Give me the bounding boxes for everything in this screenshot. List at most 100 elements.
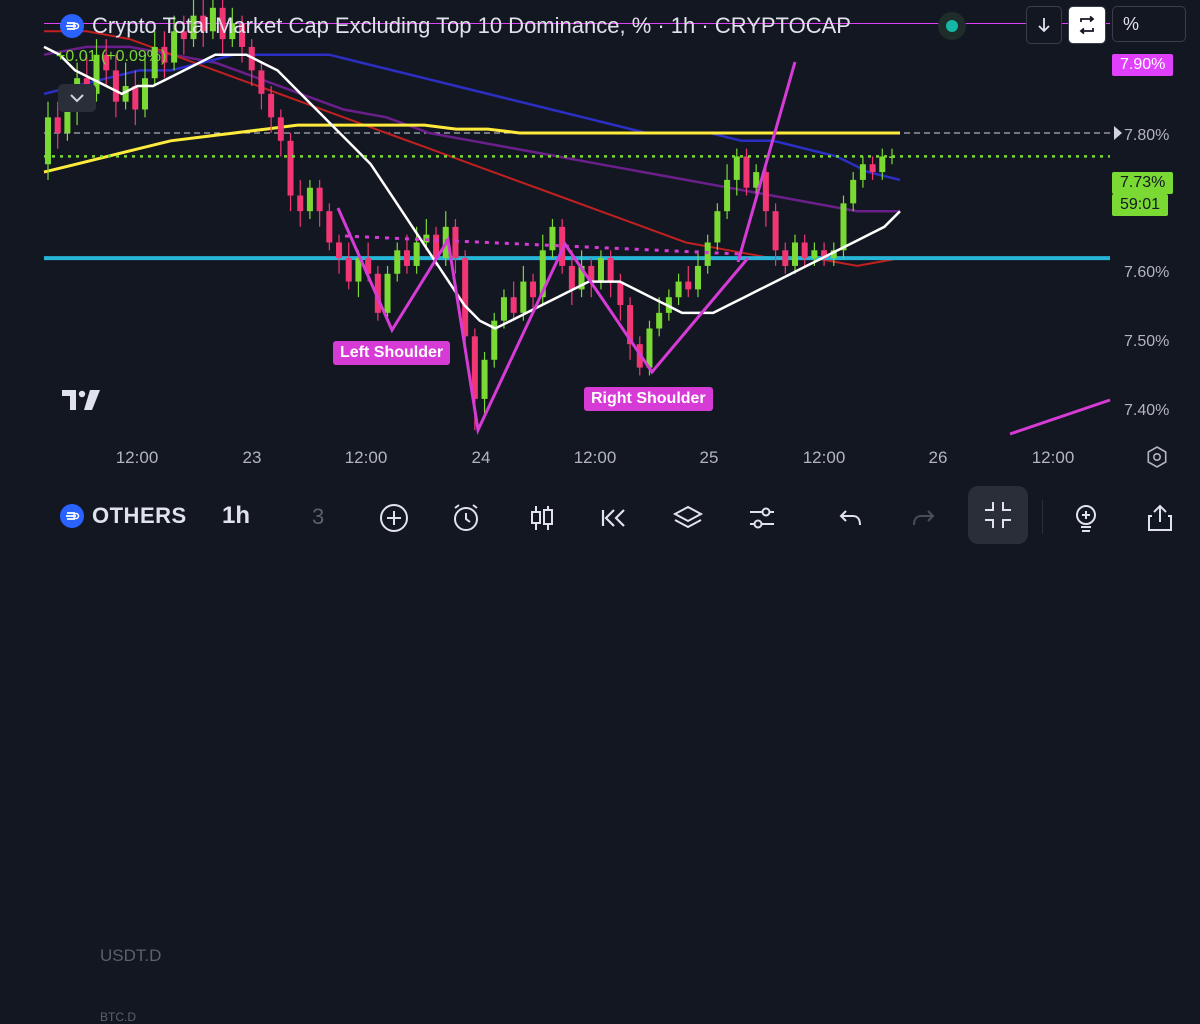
candle-body (394, 250, 401, 274)
percent-scale-button[interactable]: % (1112, 6, 1186, 42)
candle-body (336, 242, 343, 259)
candle-body (297, 195, 304, 212)
candle-body (316, 187, 323, 212)
scale-down-button[interactable] (1026, 6, 1062, 44)
plus-circle-icon (380, 504, 408, 532)
candle-body (733, 156, 740, 180)
candle-body (200, 15, 207, 32)
right-shoulder-label[interactable]: Right Shoulder (584, 387, 713, 411)
x-tick-label: 26 (928, 448, 948, 467)
toolbar-divider (1042, 500, 1043, 534)
candle-body (326, 211, 333, 243)
candle-body (481, 359, 488, 399)
last-price-tag: 7.73% (1112, 172, 1174, 194)
candle-body (500, 297, 507, 321)
left-shoulder-label[interactable]: Left Shoulder (333, 341, 451, 365)
chart-type-button[interactable] (522, 498, 562, 538)
x-tick-label: 12:00 (115, 448, 159, 467)
price-scale-marker (1114, 125, 1122, 140)
chart-header: Crypto Total Market Cap Excluding Top 10… (60, 8, 851, 44)
candle-body (433, 234, 440, 259)
candle-body (879, 156, 886, 173)
arrow-down-icon (1038, 18, 1050, 33)
symbol-selector[interactable]: OTHERS (60, 503, 187, 529)
tradingview-logo-icon (60, 386, 108, 419)
candle-body (801, 242, 808, 259)
candle-body (384, 273, 391, 313)
x-tick-label: 24 (471, 448, 491, 467)
candle-body (859, 164, 866, 180)
exit-fullscreen-button[interactable] (968, 486, 1028, 544)
candle-body (539, 250, 546, 298)
share-icon (1148, 504, 1172, 531)
candle-body (588, 265, 595, 282)
candle-body (44, 117, 52, 165)
candle-body (54, 117, 61, 133)
trend-line (1009, 398, 1111, 436)
alert-button[interactable] (446, 498, 486, 538)
chart-area[interactable]: Crypto Total Market Cap Excluding Top 10… (0, 0, 1200, 470)
interval-selector[interactable]: 1h (222, 502, 251, 529)
market-status-icon[interactable] (938, 12, 966, 40)
ma-yellow-line (43, 123, 900, 174)
candle-body (559, 226, 566, 266)
candle-body (597, 258, 604, 282)
swap-icon (1079, 15, 1095, 35)
candle-body (530, 281, 537, 298)
candle-body (724, 179, 731, 212)
x-tick-label: 25 (699, 448, 719, 467)
ideas-button[interactable] (1066, 498, 1106, 538)
candle-body (287, 140, 294, 196)
candle-body (743, 156, 750, 188)
undo-button[interactable] (830, 498, 870, 538)
compare-toggle-button[interactable] (1068, 6, 1106, 44)
symbol-logo-icon (60, 14, 84, 38)
candle-body (772, 211, 779, 251)
ma-blue-line (43, 53, 901, 182)
x-tick-label: 12:00 (573, 448, 617, 467)
y-tick-label: 7.50% (1124, 333, 1170, 350)
candle-body (306, 187, 313, 212)
percent-scale-label: % (1123, 13, 1140, 34)
candle-body (151, 46, 158, 79)
x-tick-label: 12:00 (1031, 448, 1075, 467)
candles-icon (531, 506, 553, 530)
candle-body (850, 179, 857, 204)
replay-button[interactable] (594, 498, 634, 538)
collapse-legend-button[interactable] (58, 84, 96, 112)
chevron-down-icon (70, 94, 84, 103)
lightbulb-plus-icon (1076, 505, 1096, 532)
target-projection-line (736, 61, 797, 263)
candle-body (277, 117, 284, 141)
candle-body (704, 242, 711, 266)
candle-body (840, 203, 847, 251)
candle-body (171, 31, 178, 63)
chart-title[interactable]: Crypto Total Market Cap Excluding Top 10… (92, 13, 851, 38)
watchlist-ghost-item: USDT.D (100, 946, 162, 965)
price-chart[interactable] (0, 0, 1200, 470)
undo-icon (839, 510, 861, 526)
collapse-icon (985, 502, 1011, 528)
candle-body (646, 328, 653, 368)
interval-ghost-item: 3 (312, 504, 325, 529)
settings-sliders-button[interactable] (742, 498, 782, 538)
candle-body (64, 109, 71, 133)
candle-body (365, 258, 372, 274)
candle-body (675, 281, 682, 298)
candle-body (830, 250, 837, 259)
candle-body (132, 86, 139, 110)
candle-body (93, 54, 100, 94)
sliders-icon (750, 507, 774, 529)
candle-body (791, 242, 798, 266)
chart-settings-button[interactable] (1142, 442, 1172, 472)
resistance-price-tag: 7.90% (1112, 54, 1174, 76)
candle-body (190, 15, 197, 40)
y-tick-label: 7.40% (1124, 402, 1170, 419)
x-tick-label: 12:00 (802, 448, 846, 467)
redo-button[interactable] (904, 498, 944, 538)
layers-button[interactable] (668, 498, 708, 538)
share-button[interactable] (1140, 498, 1180, 538)
candle-body (471, 336, 478, 399)
candle-body (627, 305, 634, 345)
add-indicator-button[interactable] (374, 498, 414, 538)
